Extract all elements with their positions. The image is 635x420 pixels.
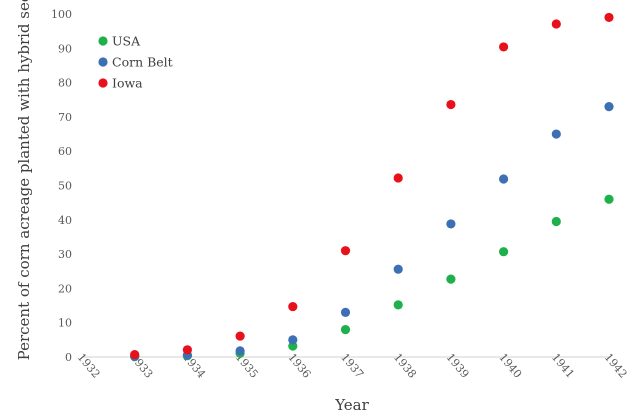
- data-points: [130, 12, 614, 362]
- legend-label-iowa: Iowa: [112, 76, 143, 91]
- x-tick-label: 1932: [75, 351, 103, 381]
- data-point-iowa: [499, 42, 509, 52]
- x-tick-label: 1939: [444, 351, 472, 381]
- data-point-iowa: [604, 12, 614, 23]
- data-point-usa: [393, 300, 403, 310]
- y-tick-label: 100: [51, 8, 72, 21]
- y-tick-labels: 0 10 20 30 40 50 60 70 80 90 100: [51, 8, 72, 364]
- data-point-usa: [604, 194, 614, 204]
- data-point-iowa: [288, 301, 298, 312]
- y-tick-label: 90: [58, 42, 72, 55]
- data-point-corn-belt: [499, 174, 509, 184]
- data-point-corn-belt: [235, 346, 245, 356]
- data-point-corn-belt: [551, 129, 561, 139]
- x-tick-label: 1938: [391, 351, 419, 381]
- y-axis-title: Percent of corn acreage planted with hyb…: [15, 0, 33, 360]
- y-tick-label: 0: [65, 351, 72, 364]
- x-tick-label: 1941: [549, 351, 577, 381]
- data-point-corn-belt: [340, 307, 351, 318]
- y-tick-label: 50: [58, 180, 72, 193]
- x-tick-label: 1937: [338, 351, 366, 381]
- data-point-iowa: [182, 345, 192, 355]
- legend-marker-usa: [98, 36, 108, 46]
- data-point-corn-belt: [393, 264, 403, 274]
- legend-label-usa: USA: [112, 34, 141, 49]
- legend-label-corn-belt: Corn Belt: [112, 55, 173, 70]
- data-point-iowa: [340, 246, 351, 256]
- data-point-iowa: [551, 19, 561, 29]
- data-point-iowa: [235, 331, 245, 341]
- legend-marker-corn-belt: [98, 57, 108, 67]
- x-tick-label: 1940: [496, 351, 524, 381]
- x-tick-label: 1942: [602, 351, 630, 381]
- data-point-iowa: [446, 99, 456, 110]
- legend-marker-iowa: [98, 78, 108, 88]
- data-point-corn-belt: [604, 102, 614, 112]
- y-tick-label: 40: [58, 214, 72, 227]
- x-axis-title: Year: [334, 396, 369, 414]
- data-point-usa: [446, 274, 456, 284]
- data-point-usa: [340, 324, 351, 335]
- y-tick-label: 60: [58, 145, 72, 158]
- data-point-iowa: [393, 173, 403, 183]
- x-tick-label: 1936: [286, 351, 314, 381]
- y-tick-label: 10: [58, 317, 72, 330]
- legend: USA Corn Belt Iowa: [98, 34, 173, 91]
- y-tick-label: 80: [58, 77, 72, 90]
- data-point-corn-belt: [446, 219, 456, 229]
- y-tick-label: 30: [58, 248, 72, 261]
- data-point-usa: [499, 247, 509, 257]
- x-tick-labels: 1932 1933 1934 1935 1936 1937 1938 1939 1940 1941…: [75, 351, 630, 381]
- data-point-corn-belt: [288, 335, 298, 345]
- data-point-usa: [551, 216, 561, 227]
- y-tick-label: 70: [58, 111, 72, 124]
- data-point-iowa: [130, 349, 140, 360]
- y-tick-label: 20: [58, 282, 72, 295]
